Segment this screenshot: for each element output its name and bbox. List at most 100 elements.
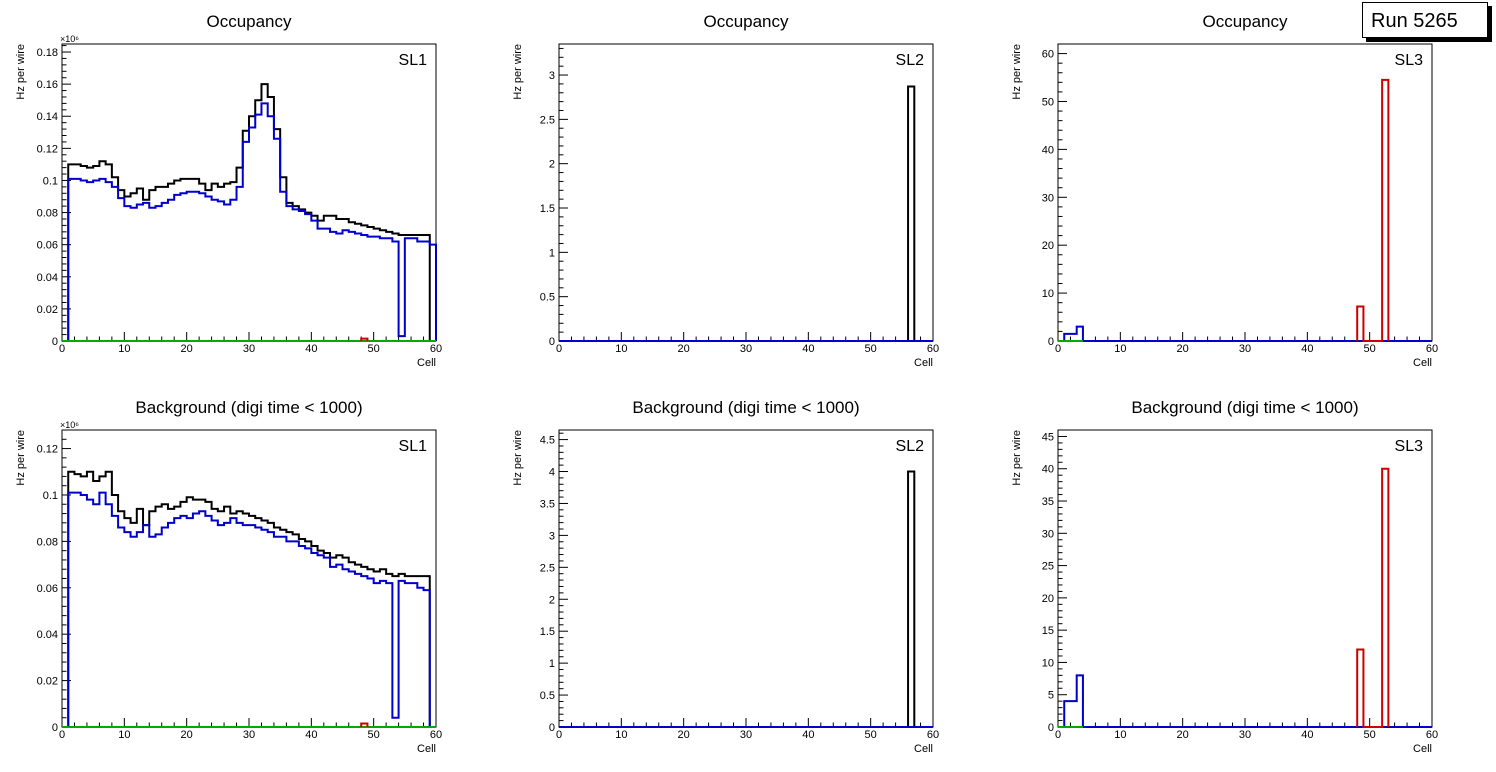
y-tick-label: 0.16 [37,79,58,91]
panel-5: Background (digi time < 1000)0 10 20 30 40 50… [512,398,939,755]
y-tick-label: 4 [549,467,555,479]
y-tick-label: 0 [1048,336,1054,348]
x-tick-label: 60 [927,729,939,741]
x-tick-label: 20 [1177,729,1189,741]
panel-6: Background (digi time < 1000)0 10 20 30 40 50… [1011,398,1438,755]
x-tick-label: 50 [368,729,380,741]
x-axis-label: Cell [417,743,436,755]
panel-title: Background (digi time < 1000) [135,398,362,417]
superlayer-label: SL2 [896,438,925,455]
run-number-box: Run 5265 [1362,2,1488,38]
y-tick-label: 1 [549,247,555,259]
y-tick-label: 40 [1042,464,1054,476]
panel-2: Occupancy 0 10 20 30 40 50 60 Cell 0 0.5 1 1.5 2 2.5 3 H… [512,12,939,369]
y-tick-label: 0.08 [37,208,58,220]
x-tick-label: 30 [1239,729,1251,741]
panel-title: Occupancy [206,12,292,31]
y-tick-label: 30 [1042,528,1054,540]
y-tick-label: 0.1 [43,175,58,187]
y-tick-label: 0.12 [37,444,58,456]
x-tick-label: 40 [802,729,814,741]
histogram-blue [67,491,431,727]
superlayer-label: SL2 [896,52,925,69]
panel-4: Background (digi time < 1000) 0 10 20 30 40 50… [15,398,442,755]
panel-1: Occupancy 0 10 20 30 40 50 60 Cell 0 0.02 0.04 0.06 0… [15,12,442,369]
y-exponent-label: ×10⁶ [60,420,79,430]
y-tick-label: 25 [1042,561,1054,573]
histogram-red [360,337,369,341]
y-tick-label: 0.1 [43,490,58,502]
y-tick-label: 2.5 [540,114,555,126]
y-tick-label: 3 [549,70,555,82]
histogram-red [1356,467,1390,728]
x-tick-label: 40 [305,729,317,741]
y-axis-label: Hz per wire [512,430,524,486]
panel-title: Background (digi time < 1000) [632,398,859,417]
y-tick-label: 3 [549,530,555,542]
x-axis-label: Cell [1413,357,1432,369]
x-tick-label: 10 [118,729,130,741]
y-tick-label: 0.06 [37,583,58,595]
x-axis-label: Cell [914,743,933,755]
x-tick-label: 30 [1239,343,1251,355]
x-tick-label: 20 [181,729,193,741]
histogram-black [907,470,916,727]
x-tick-label: 50 [865,343,877,355]
y-axis-label: Hz per wire [512,44,524,100]
x-axis-label: Cell [1413,743,1432,755]
x-tick-label: 60 [927,343,939,355]
y-tick-label: 4.5 [540,435,555,447]
y-tick-label: 15 [1042,625,1054,637]
x-tick-label: 20 [1177,343,1189,355]
y-tick-label: 10 [1042,657,1054,669]
y-tick-label: 45 [1042,431,1054,443]
x-tick-label: 20 [678,343,690,355]
y-tick-label: 0.02 [37,676,58,688]
x-tick-label: 50 [865,729,877,741]
y-tick-label: 1.5 [540,203,555,215]
y-tick-label: 0.5 [540,690,555,702]
x-tick-label: 0 [556,343,562,355]
y-tick-label: 0 [549,336,555,348]
y-tick-label: 10 [1042,288,1054,300]
y-tick-label: 60 [1042,49,1054,61]
panel-title: Background (digi time < 1000) [1131,398,1358,417]
x-tick-label: 40 [305,343,317,355]
histogram-black [907,85,916,341]
y-tick-label: 2.5 [540,562,555,574]
x-tick-label: 60 [430,729,442,741]
superlayer-label: SL1 [399,438,428,455]
x-tick-label: 10 [1114,343,1126,355]
x-tick-label: 30 [243,729,255,741]
x-tick-label: 30 [740,343,752,355]
y-axis-label: Hz per wire [15,44,27,100]
plot-frame [61,429,437,728]
y-tick-label: 0.04 [37,629,58,641]
x-tick-label: 0 [1055,729,1061,741]
y-tick-label: 20 [1042,593,1054,605]
y-tick-label: 0.02 [37,304,58,316]
x-tick-label: 30 [740,729,752,741]
x-tick-label: 40 [802,343,814,355]
panel-title: Occupancy [703,12,789,31]
x-tick-label: 60 [1426,729,1438,741]
y-tick-label: 50 [1042,96,1054,108]
y-tick-label: 0 [1048,722,1054,734]
y-tick-label: 30 [1042,192,1054,204]
y-tick-label: 0.04 [37,272,58,284]
histogram-black [67,470,431,727]
x-tick-label: 10 [118,343,130,355]
y-tick-label: 0.14 [37,111,58,123]
y-tick-label: 0.5 [540,292,555,304]
superlayer-label: SL1 [399,52,428,69]
histogram-red [360,722,369,727]
plot-frame [1057,429,1433,728]
superlayer-label: SL3 [1395,52,1424,69]
y-tick-label: 5 [1048,690,1054,702]
y-tick-label: 2 [549,159,555,171]
y-tick-label: 0 [549,722,555,734]
panel-title: Occupancy [1202,12,1288,31]
x-tick-label: 40 [1301,729,1313,741]
y-tick-label: 1.5 [540,626,555,638]
